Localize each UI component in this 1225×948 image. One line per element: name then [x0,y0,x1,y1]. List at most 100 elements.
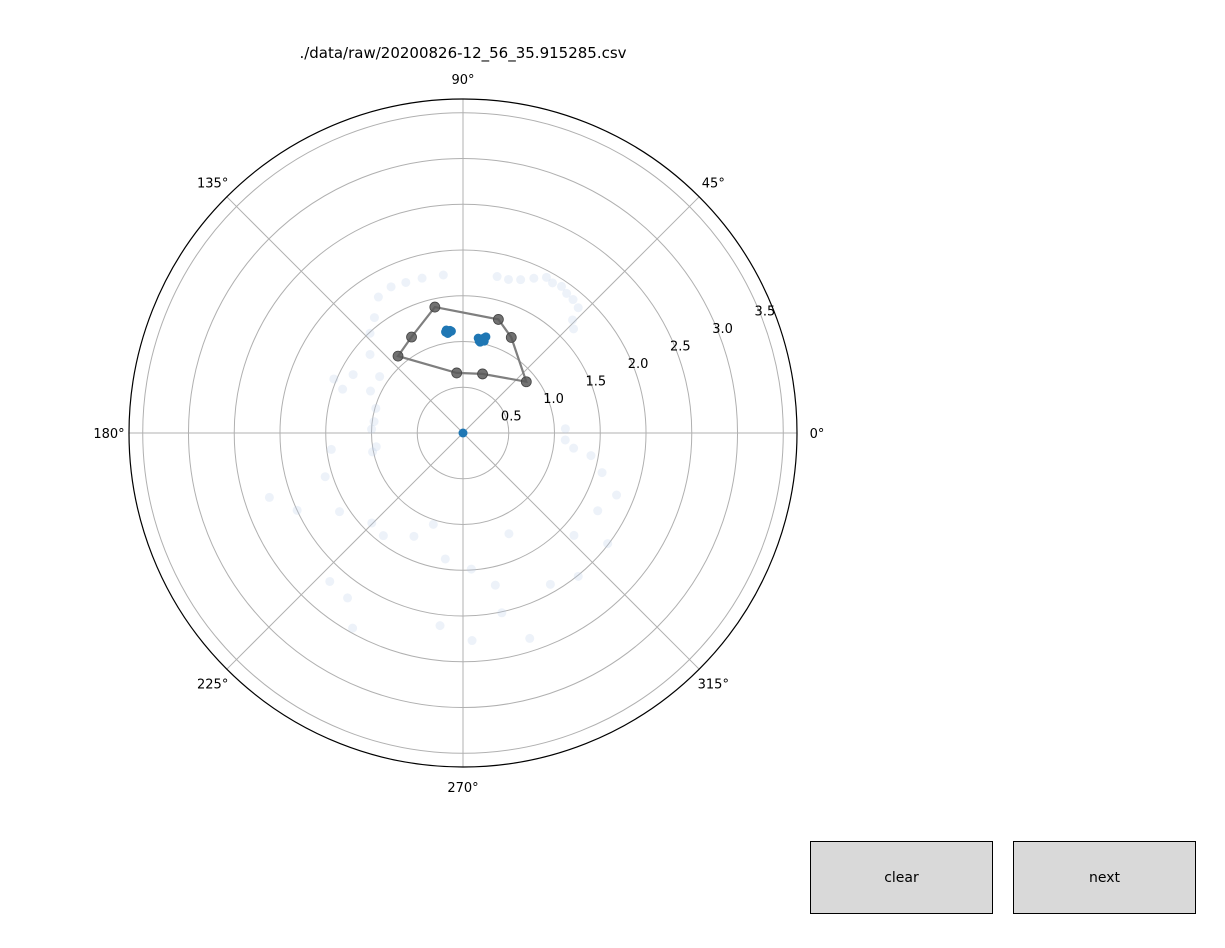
scan-point [569,443,579,453]
scan-point [603,539,613,549]
scan-point [365,386,375,396]
scan-point [569,530,579,540]
scan-point [612,490,622,500]
scan-point [292,505,302,515]
scan-point [503,274,513,284]
scan-point [367,424,377,434]
polygon-vertex [392,350,404,362]
scan-point [562,288,572,298]
scan-point [568,295,578,305]
scan-point [428,519,438,529]
next-button[interactable]: next [1013,841,1196,914]
scan-point [516,275,526,285]
scan-point [597,468,607,478]
scan-point [440,554,450,564]
scan-point [343,593,353,603]
scan-point [329,374,339,384]
scan-point [492,272,502,282]
r-tick-label: 0.5 [501,409,522,424]
scan-point [557,281,567,291]
r-tick-label: 2.0 [628,357,649,372]
scan-point [335,507,345,517]
scan-point [320,472,330,482]
scan-point [365,349,375,359]
scan-point [369,417,379,427]
clear-button[interactable]: clear [810,841,993,914]
theta-grid-line [226,196,464,434]
theta-grid-line [462,196,700,434]
scan-point [525,633,535,643]
scan-point [375,372,385,382]
scan-point [338,384,348,394]
theta-tick-label: 0° [810,427,825,442]
scan-point [504,529,514,539]
scan-point [466,564,476,574]
tick-labels: 0° 45° 90° 135° 180° 225° 270° 315° 0.5 1.0 1.5 2.0… [93,73,824,796]
theta-tick-label: 315° [698,677,729,692]
scan-point [593,506,603,516]
scan-point [368,447,378,457]
scan-point [545,579,555,589]
cluster-point [479,336,489,346]
r-tick-label: 2.5 [670,339,691,354]
scan-point [560,435,570,445]
polygon-vertex [451,367,463,379]
scan-point [348,370,358,380]
chart-title: ./data/raw/20200826-12_56_35.915285.csv [299,44,626,63]
scan-point [325,576,335,586]
r-tick-label: 1.5 [585,374,606,389]
scan-point [264,492,274,502]
polygon-outline [396,305,528,384]
polygon-vertex [406,331,417,343]
scan-point [529,273,539,283]
scan-point [371,442,381,452]
theta-tick-label: 225° [197,677,228,692]
polygon-vertex [429,301,441,313]
scan-point [401,277,411,287]
scan-point [573,571,583,581]
theta-grid-line [462,432,700,670]
theta-tick-label: 135° [197,177,228,192]
scan-point [438,270,448,280]
scan-point [467,636,477,646]
cluster-point [458,428,468,438]
theta-tick-label: 180° [93,427,124,442]
theta-grid-line [226,432,464,670]
r-tick-label: 1.0 [543,392,564,407]
scan-point [386,282,396,292]
polygon-vertex [477,368,488,380]
scan-point [560,424,570,434]
scan-point [373,292,383,302]
scan-point [435,621,445,631]
polygon-vertex [505,332,517,343]
scan-point [367,518,377,528]
scan-point [568,315,578,325]
scan-point [371,403,381,413]
scan-point [547,278,557,288]
scan-point [417,273,427,283]
scan-points [264,270,622,646]
r-tick-label: 3.5 [755,304,776,319]
scan-point [586,451,596,461]
scan-point [490,580,500,590]
scan-point [541,272,551,282]
r-tick-label: 3.0 [712,322,733,337]
theta-tick-label: 45° [702,177,725,192]
scan-point [409,531,419,541]
polygon-vertex [492,314,504,325]
cluster-point [446,326,456,336]
scan-point [348,623,358,633]
scan-point [378,531,388,541]
scan-point [369,313,379,323]
polar-frame [128,98,798,768]
cluster-points [441,325,491,438]
polygon [392,301,532,388]
scan-point [569,324,579,334]
theta-tick-label: 270° [447,781,478,796]
scan-point [365,328,375,338]
scan-point [326,444,336,454]
theta-tick-label: 90° [451,73,474,88]
scan-point [573,303,583,313]
polygon-vertex [520,376,532,388]
